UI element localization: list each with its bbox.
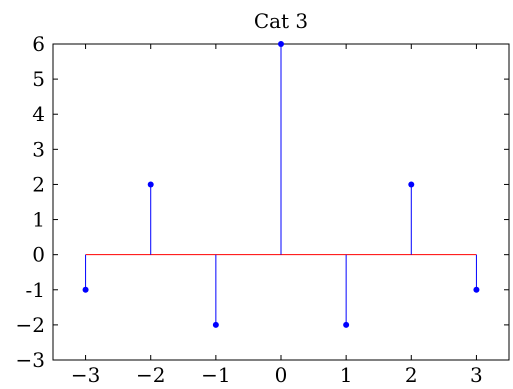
chart-title: Cat 3: [254, 9, 308, 33]
x-tick-label: 3: [470, 363, 483, 387]
stem-marker: [212, 321, 219, 328]
y-tick-label: −2: [16, 313, 45, 337]
y-tick-label: 2: [32, 172, 45, 196]
stem-marker: [343, 321, 350, 328]
y-tick-label: 3: [32, 137, 45, 161]
y-tick-label: 1: [32, 208, 45, 232]
stem-marker: [278, 41, 284, 47]
y-tick-label: 0: [32, 243, 45, 267]
stem-series: [82, 41, 480, 328]
y-tick-label: -1: [26, 278, 45, 302]
y-axis: −3 −2 -1 0 1 2 3 4 5 6: [16, 32, 509, 372]
stem-marker: [408, 181, 415, 188]
x-tick-label: 1: [340, 363, 353, 387]
x-tick-label: −1: [201, 363, 230, 387]
x-tick-label: −3: [71, 363, 100, 387]
x-axis: −3 −2 −1 0 1 2 3: [71, 44, 483, 387]
stem-marker: [82, 286, 89, 293]
x-tick-label: 2: [405, 363, 418, 387]
y-tick-label: 4: [32, 102, 45, 126]
stem-marker: [473, 286, 480, 293]
stem-marker: [147, 181, 154, 188]
y-tick-label: −3: [16, 348, 45, 372]
x-tick-label: 0: [275, 363, 288, 387]
y-tick-label: 5: [32, 67, 45, 91]
y-tick-label: 6: [32, 32, 45, 56]
x-tick-label: −2: [136, 363, 165, 387]
